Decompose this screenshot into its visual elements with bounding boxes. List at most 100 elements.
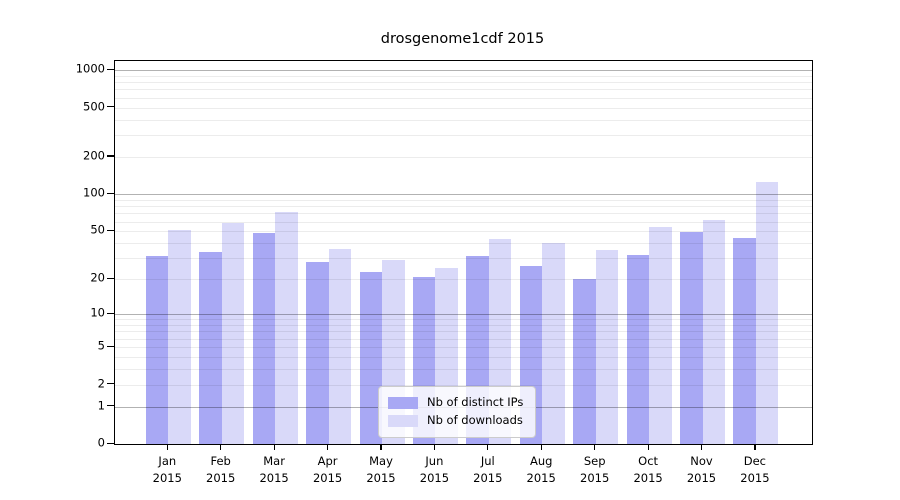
x-tick-label-mar: Mar 2015 [259,454,289,485]
x-tick-label-jul: Jul 2015 [473,454,503,485]
y-tick-label-1000: 1000 [75,61,105,76]
bar-dec-downloads [755,181,779,444]
bar-oct-downloads [649,227,672,444]
gridline-10 [115,314,812,316]
x-tick-mark-jan [166,444,168,450]
x-tick-mark-dec [754,444,756,450]
gridline-7 [115,331,812,333]
legend-swatch-downloads [388,415,418,428]
y-tick-mark-0 [107,442,114,444]
y-tick-label-500: 500 [83,98,105,113]
gridline-800 [115,82,812,84]
gridline-600 [115,97,812,99]
gridline-4 [115,356,812,358]
gridline-700 [115,89,812,91]
x-tick-mark-nov [700,444,703,450]
y-tick-mark-5 [107,345,114,347]
bar-jan-downloads [168,230,191,444]
y-tick-label-0: 0 [97,435,105,450]
bar-apr-distinct-ips [306,261,329,444]
x-tick-mark-feb [220,444,222,450]
y-tick-mark-1000 [107,68,114,70]
y-tick-mark-200 [107,155,114,157]
x-tick-mark-jul [487,444,489,450]
y-tick-mark-50 [107,229,114,231]
y-tick-mark-1 [107,405,114,407]
bar-apr-downloads [328,248,352,444]
gridline-50 [115,231,812,233]
gridline-400 [115,119,812,121]
bar-sep-downloads [595,250,619,444]
gridline-100 [115,194,812,196]
bar-feb-distinct-ips [199,251,222,444]
y-tick-label-2: 2 [97,375,105,390]
gridline-300 [115,135,812,137]
gridline-70 [115,213,812,215]
gridline-8 [115,325,812,327]
x-tick-mark-sep [594,444,596,450]
x-tick-label-may: May 2015 [366,454,396,485]
x-tick-mark-apr [327,444,329,450]
legend-label-distinct-ips: Nb of distinct IPs [427,395,524,410]
x-tick-label-sep: Sep 2015 [580,454,610,485]
legend: Nb of distinct IPs Nb of downloads [378,386,537,438]
gridline-20 [115,279,812,281]
legend-entry-downloads: Nb of downloads [388,412,523,430]
gridline-40 [115,243,812,244]
x-tick-label-oct: Oct 2015 [633,454,663,485]
gridline-60 [115,221,812,223]
legend-entry-distinct-ips: Nb of distinct IPs [388,394,523,412]
y-tick-label-10: 10 [90,305,105,320]
legend-label-downloads: Nb of downloads [427,413,523,428]
bar-may-distinct-ips [359,272,382,444]
y-tick-mark-20 [107,277,114,279]
y-tick-label-50: 50 [90,222,105,237]
x-tick-mark-oct [647,444,649,450]
gridline-900 [115,75,812,77]
x-tick-mark-mar [273,444,275,450]
gridline-2 [115,384,812,386]
chart-title: drosgenome1cdf 2015 [380,31,545,47]
bar-mar-distinct-ips [252,233,276,444]
gridline-80 [115,206,812,208]
bar-jan-distinct-ips [145,256,169,444]
gridline-9 [115,319,812,321]
y-tick-label-1: 1 [97,397,105,412]
y-tick-mark-2 [107,383,114,385]
y-tick-label-5: 5 [97,338,105,353]
y-tick-label-100: 100 [83,185,105,200]
gridline-1000 [115,70,812,71]
bar-oct-distinct-ips [626,254,650,444]
y-tick-mark-500 [107,106,114,108]
y-tick-mark-100 [107,192,114,194]
bar-nov-downloads [702,219,725,444]
x-tick-label-feb: Feb 2015 [206,454,236,485]
y-tick-mark-10 [107,312,114,314]
plot-area: Nb of distinct IPs Nb of downloads [114,60,813,445]
bar-sep-distinct-ips [573,279,596,444]
gridline-5 [115,347,812,348]
gridline-3 [115,369,812,370]
x-tick-label-jan: Jan 2015 [152,454,182,485]
x-tick-label-aug: Aug 2015 [526,454,556,485]
gridline-30 [115,258,812,260]
x-tick-mark-may [380,444,382,450]
legend-swatch-distinct-ips [388,397,418,410]
bar-dec-distinct-ips [733,237,756,444]
y-tick-label-20: 20 [90,270,105,285]
bar-mar-downloads [275,211,298,444]
bar-aug-downloads [542,243,565,444]
bar-feb-downloads [221,223,245,444]
x-tick-mark-aug [540,444,542,450]
x-tick-label-apr: Apr 2015 [312,454,343,485]
gridline-500 [115,107,812,109]
x-tick-mark-jun [433,444,436,450]
y-tick-label-200: 200 [83,148,105,163]
gridline-6 [115,338,812,340]
gridline-200 [115,156,812,158]
bar-nov-distinct-ips [680,232,703,444]
x-tick-label-dec: Dec 2015 [740,454,770,485]
gridline-90 [115,199,812,201]
x-tick-label-nov: Nov 2015 [686,454,717,485]
